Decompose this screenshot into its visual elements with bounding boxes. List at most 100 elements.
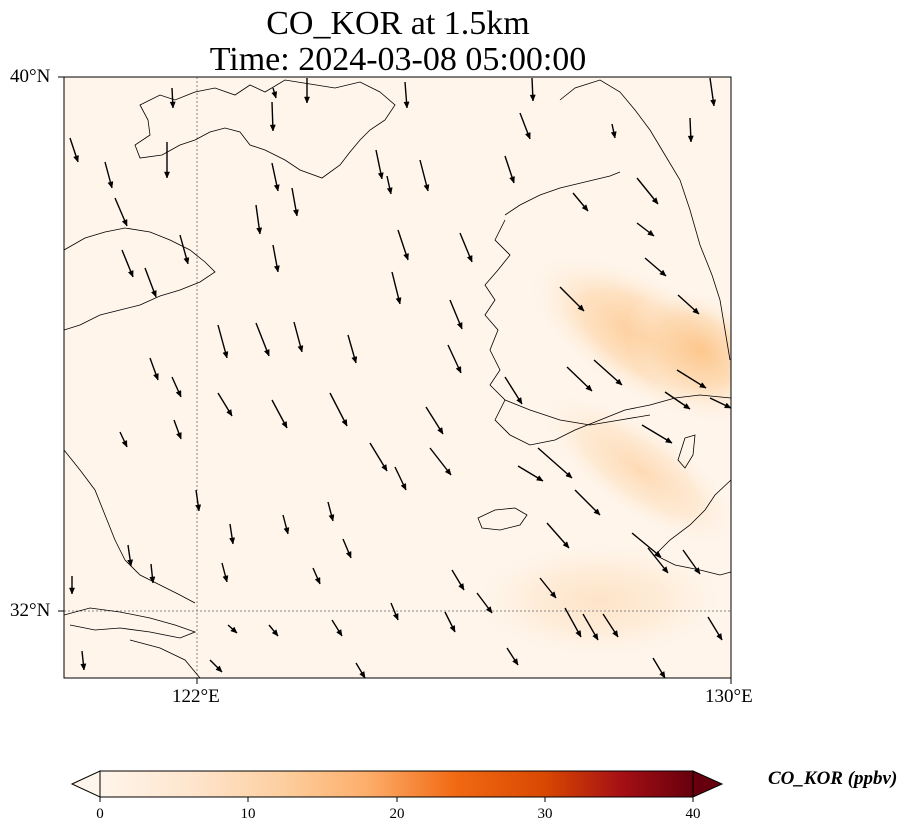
wind-arrow-head: [297, 345, 304, 353]
wind-arrow-head: [565, 471, 573, 479]
colorbar-tick-0: 0: [96, 806, 104, 822]
wind-arrow-shaft: [537, 447, 573, 479]
wind-arrow-head: [377, 172, 384, 180]
co-plume-core: [625, 287, 731, 413]
coast-jiangsu: [64, 449, 196, 604]
wind-arrow-head: [665, 437, 673, 444]
wind-arrow-head: [661, 566, 669, 574]
colorbar: [70, 770, 724, 802]
wind-arrow-head: [381, 464, 388, 472]
wind-arrow-head: [345, 551, 352, 559]
wind-arrow-head: [328, 514, 335, 522]
wind-arrow-head: [693, 567, 701, 575]
wind-arrow-head: [458, 583, 465, 591]
wind-arrow-head: [273, 184, 280, 192]
wind-arrow-head: [153, 373, 159, 381]
wind-arrow-head: [647, 229, 655, 237]
wind-arrow-head: [169, 101, 176, 109]
wind-arrow-head: [273, 265, 280, 273]
wind-arrow-head: [283, 527, 290, 535]
wind-arrow-head: [710, 99, 717, 107]
lat-tick-32n: 32°N: [10, 600, 51, 621]
wind-arrow-head: [229, 537, 236, 545]
co-plume-southeast: [470, 540, 730, 660]
wind-arrow-head: [449, 625, 456, 633]
wind-arrow-head: [659, 269, 667, 277]
wind-arrow-head: [195, 504, 202, 512]
wind-arrow-head: [271, 629, 279, 637]
wind-arrow-head: [69, 587, 75, 595]
wind-arrow-head: [581, 204, 589, 212]
wind-arrow-head: [226, 409, 233, 417]
wind-arrow-head: [610, 131, 617, 139]
jeju-island: [477, 507, 528, 531]
wind-arrow-head: [577, 304, 585, 312]
wind-arrow-head: [73, 155, 79, 163]
wind-arrow-head: [423, 184, 430, 192]
colorbar-tick-20: 20: [389, 806, 405, 822]
wind-arrow-head: [444, 468, 452, 476]
coast-yangtze: [64, 607, 197, 639]
wind-arrow-head: [256, 227, 263, 235]
colorbar-tick-40: 40: [685, 806, 701, 822]
wind-arrow-head: [304, 96, 310, 104]
wind-arrow-head: [683, 403, 691, 410]
colorbar-min-extend: [70, 770, 101, 798]
wind-arrow-head: [359, 671, 366, 678]
lon-tick-130e: 130°E: [705, 686, 753, 707]
lat-tick-40n: 40°N: [10, 66, 51, 87]
wind-arrow-shaft: [593, 359, 623, 386]
wind-arrow-head: [466, 255, 473, 263]
tsushima-island: [677, 434, 696, 469]
wind-arrow-head: [403, 253, 409, 261]
wind-arrow-head: [121, 219, 128, 227]
wind-arrow-head: [351, 356, 358, 364]
wind-arrow-head: [164, 171, 170, 179]
wind-arrow-head: [292, 209, 299, 217]
wind-arrow-head: [271, 91, 278, 99]
coast-kyushu: [654, 479, 731, 576]
border-china-nk: [504, 171, 621, 216]
lon-tick-122e: 122°E: [172, 686, 220, 707]
wind-arrow-head: [107, 181, 114, 189]
wind-arrow-head: [659, 671, 666, 678]
wind-arrow-head: [215, 665, 223, 673]
wind-arrow-head: [575, 630, 582, 638]
coast-liaodong: [134, 79, 396, 179]
coast-zhejiang: [129, 639, 201, 678]
wind-arrow-head: [485, 606, 493, 614]
wind-arrow-head: [562, 541, 570, 549]
colorbar-tick-30: 30: [537, 806, 553, 822]
wind-arrow-head: [592, 633, 599, 641]
wind-arrow-head: [455, 366, 462, 374]
wind-arrow-head: [80, 663, 87, 671]
wind-arrow-head: [456, 322, 463, 330]
wind-arrow-head: [593, 508, 601, 516]
wind-arrow-head: [651, 197, 659, 205]
wind-arrow-head: [127, 559, 134, 567]
wind-arrow-head: [612, 630, 619, 638]
map-frame: [63, 76, 732, 679]
wind-arrow-head: [281, 421, 288, 429]
wind-arrow-head: [395, 297, 402, 305]
wind-arrow-head: [230, 626, 238, 634]
coast-korea-south: [504, 399, 651, 426]
colorbar-gradient: [99, 770, 694, 798]
wind-arrow-head: [403, 101, 410, 109]
wind-arrow-shaft: [631, 532, 662, 558]
wind-arrow-head: [585, 384, 593, 392]
coastlines: [64, 79, 731, 678]
wind-arrow-head: [392, 613, 399, 621]
wind-arrow-head: [386, 187, 393, 195]
wind-arrow-head: [549, 591, 557, 599]
wind-arrow-head: [524, 132, 531, 140]
wind-arrow-head: [336, 629, 343, 637]
wind-arrow-head: [176, 432, 182, 440]
wind-arrow-head: [516, 397, 523, 405]
coast-shandong: [64, 227, 216, 331]
wind-arrow-head: [716, 633, 723, 641]
wind-arrow-head: [615, 378, 623, 386]
wind-arrow-head: [127, 270, 134, 278]
wind-arrow-head: [512, 658, 519, 666]
